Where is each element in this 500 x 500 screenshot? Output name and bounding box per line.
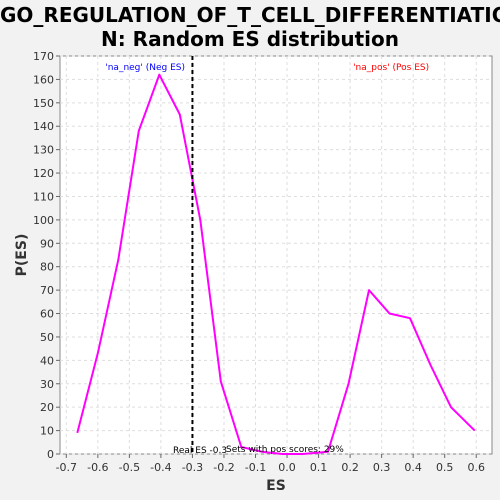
y-tick-label: 40 xyxy=(40,354,54,367)
y-tick-label: 80 xyxy=(40,261,54,274)
x-tick-label: -0.6 xyxy=(87,461,108,474)
x-tick-label: 0.1 xyxy=(310,461,328,474)
y-tick-label: 60 xyxy=(40,308,54,321)
neg-es-label: 'na_neg' (Neg ES) xyxy=(105,63,185,73)
x-tick-label: -0.4 xyxy=(150,461,171,474)
real-es-annotation: Real ES -0.3 xyxy=(173,446,227,456)
y-tick-label: 120 xyxy=(33,167,54,180)
x-tick-label: -0.1 xyxy=(245,461,266,474)
chart-title-line-2: N: Random ES distribution xyxy=(100,27,400,51)
series-group xyxy=(76,73,476,455)
y-tick-label: 0 xyxy=(47,448,54,461)
x-tick-label: -0.2 xyxy=(213,461,234,474)
y-axis: 0 10 20 30 40 50 60 70 80 90 100 110 120 130 140 150 160… xyxy=(33,50,60,461)
x-tick-label: 0.2 xyxy=(341,461,359,474)
x-tick-label: 0.4 xyxy=(404,461,422,474)
x-tick-label: 0.6 xyxy=(467,461,485,474)
y-tick-label: 150 xyxy=(33,97,54,110)
es-distribution-line xyxy=(76,73,476,455)
x-axis: -0.7 -0.6 -0.5 -0.4 -0.3 -0.2 -0.1 0.0 0.1 0.2 0.3… xyxy=(56,454,485,474)
y-tick-label: 50 xyxy=(40,331,54,344)
x-tick-label: 0.5 xyxy=(436,461,454,474)
y-tick-label: 30 xyxy=(40,378,54,391)
y-tick-label: 130 xyxy=(33,144,54,157)
pos-scores-annotation: Sets with pos scores: 29% xyxy=(226,445,344,455)
x-tick-label: 0.3 xyxy=(373,461,391,474)
x-tick-label: -0.3 xyxy=(182,461,203,474)
plot-area xyxy=(59,55,493,455)
pos-es-label: 'na_pos' (Pos ES) xyxy=(353,63,429,73)
y-tick-label: 10 xyxy=(40,425,54,438)
y-tick-label: 140 xyxy=(33,120,54,133)
y-tick-label: 110 xyxy=(33,190,54,203)
chart-title-line-1: GO_REGULATION_OF_T_CELL_DIFFERENTIATIO xyxy=(0,3,500,27)
y-tick-label: 160 xyxy=(33,73,54,86)
x-tick-label: 0.0 xyxy=(278,461,296,474)
x-tick-label: -0.7 xyxy=(56,461,77,474)
y-axis-label: P(ES) xyxy=(14,234,30,277)
y-tick-label: 170 xyxy=(33,50,54,63)
y-tick-label: 20 xyxy=(40,401,54,414)
y-tick-label: 70 xyxy=(40,284,54,297)
x-axis-label: ES xyxy=(266,478,286,494)
x-tick-label: -0.5 xyxy=(119,461,140,474)
y-tick-label: 100 xyxy=(33,214,54,227)
y-tick-label: 90 xyxy=(40,237,54,250)
